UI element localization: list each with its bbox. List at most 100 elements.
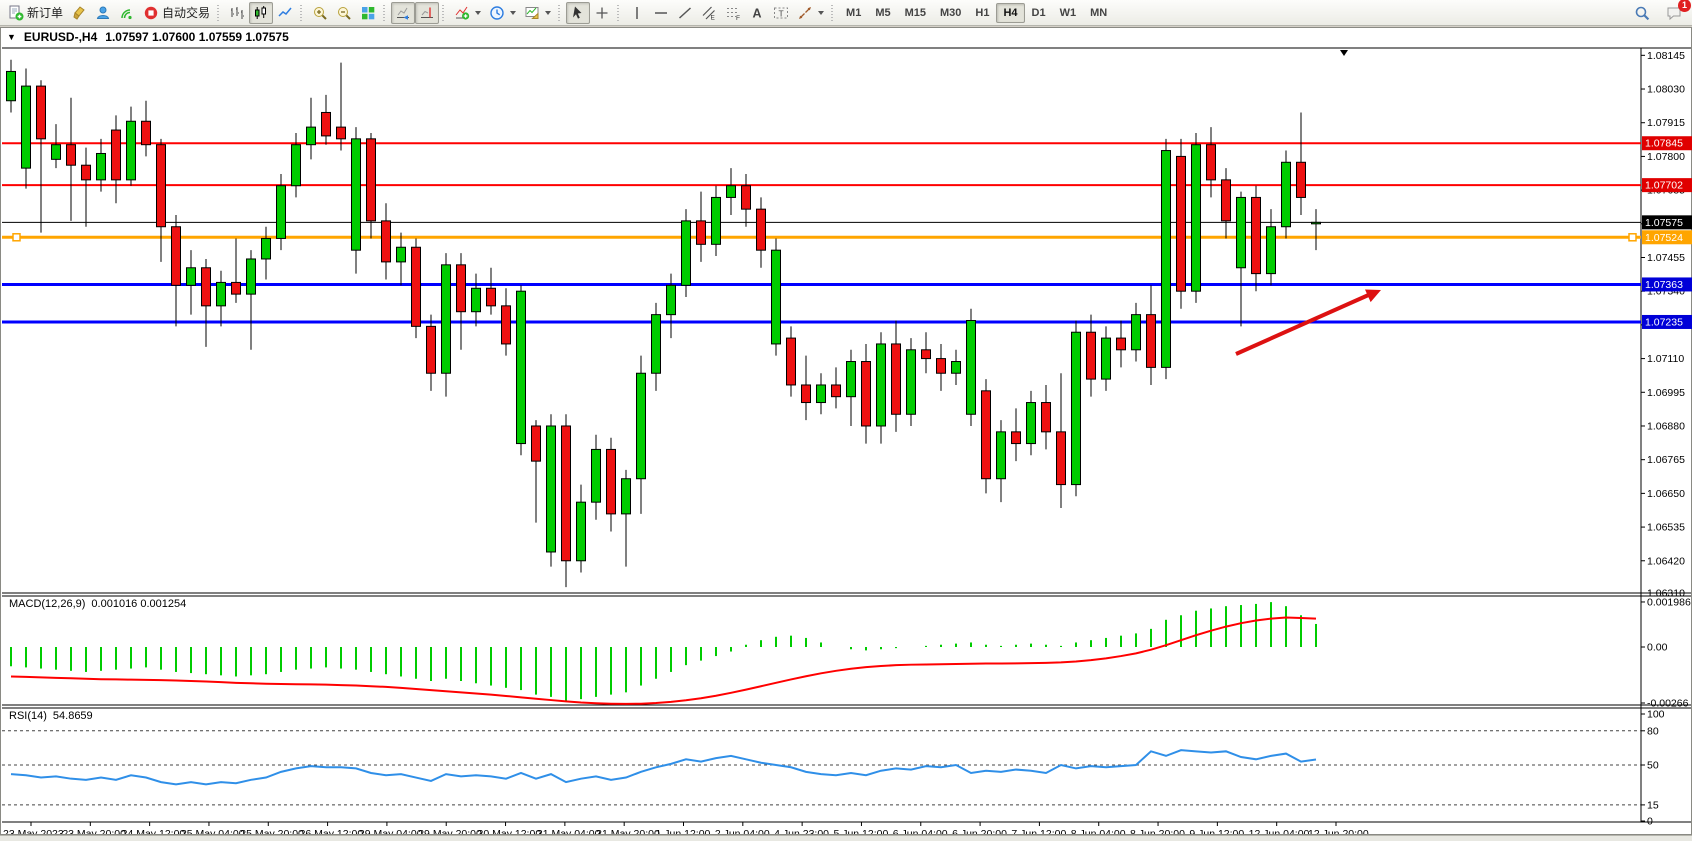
- candle-body: [1131, 314, 1141, 351]
- timeframe-d1-button[interactable]: D1: [1031, 6, 1046, 19]
- rsi-tick-label: 0: [1647, 816, 1653, 828]
- svg-text:T: T: [779, 8, 784, 18]
- tile-windows-button[interactable]: [356, 2, 380, 24]
- zoom-in-button[interactable]: [308, 2, 332, 24]
- candle-body: [681, 220, 691, 286]
- templates-button[interactable]: [520, 2, 555, 24]
- arrow-annotation-head[interactable]: [1365, 289, 1381, 303]
- rsi-value: 54.8659: [52, 710, 93, 722]
- price-badge-label: 1.07845: [1645, 138, 1683, 150]
- candle-body: [141, 120, 151, 146]
- time-axis-label: 12 Jun 04:00: [1249, 828, 1310, 834]
- horizontal-line-button[interactable]: [649, 2, 673, 24]
- line-chart-icon: [277, 5, 293, 21]
- vertical-line-button[interactable]: [625, 2, 649, 24]
- arrows-button-caret-icon[interactable]: [818, 10, 825, 15]
- candle-body: [501, 305, 511, 345]
- trendline-button[interactable]: [673, 2, 697, 24]
- text-label-icon: T: [773, 5, 789, 21]
- candle-body: [441, 264, 451, 374]
- timeframe-m30-button[interactable]: M30: [940, 6, 962, 19]
- macd-indicator-label: MACD(12,26,9) 0.001016 0.001254: [9, 598, 186, 610]
- chart-title: ▼ EURUSD-,H4 1.07597 1.07600 1.07559 1.0…: [7, 30, 289, 44]
- candle-body: [1041, 402, 1051, 433]
- hline-handle[interactable]: [12, 233, 21, 242]
- chart-shift-button[interactable]: [415, 1, 440, 24]
- candle-body: [1281, 161, 1291, 228]
- toolbar-grip[interactable]: [300, 4, 306, 21]
- vertical-line-icon: [629, 5, 645, 21]
- periods-button-caret-icon[interactable]: [510, 10, 517, 15]
- crosshair-button[interactable]: [590, 2, 614, 24]
- line-chart-button[interactable]: [273, 2, 297, 24]
- arrow-annotation[interactable]: [1235, 291, 1374, 356]
- timeframe-w1-button[interactable]: W1: [1059, 6, 1077, 19]
- candle-chart-button[interactable]: [249, 1, 274, 24]
- equidistant-channel-icon: E: [701, 5, 717, 21]
- notifications-button[interactable]: 1: [1662, 0, 1691, 24]
- text-label-button[interactable]: T: [769, 2, 793, 24]
- toolbar-grip[interactable]: [383, 4, 389, 21]
- zoom-out-button[interactable]: [332, 2, 356, 24]
- candle-body: [786, 337, 796, 386]
- toolbar-grip[interactable]: [442, 4, 448, 21]
- timeframe-h1-button[interactable]: H1: [975, 6, 990, 19]
- chart-symbol-period: EURUSD-,H4: [23, 30, 98, 44]
- toolbar-grip[interactable]: [558, 4, 564, 21]
- chart-dropdown-arrow-icon[interactable]: ▼: [7, 32, 16, 42]
- bar-chart-icon: [229, 5, 245, 21]
- templates-button-caret-icon[interactable]: [545, 10, 552, 15]
- chart-ohlc-values: 1.07597 1.07600 1.07559 1.07575: [105, 30, 289, 44]
- time-axis-label: 6 Jun 20:00: [952, 828, 1007, 834]
- hline-handle[interactable]: [1628, 233, 1637, 242]
- fibonacci-button[interactable]: F: [721, 2, 745, 24]
- price-tick-label: 1.08030: [1647, 84, 1685, 96]
- signals-button[interactable]: [115, 2, 139, 24]
- time-axis-label: 6 Jun 04:00: [893, 828, 948, 834]
- candle-body: [666, 284, 676, 316]
- candle-body: [906, 349, 916, 415]
- timeframe-h4-button[interactable]: H4: [996, 2, 1025, 23]
- time-axis-label: 2 Jun 04:00: [715, 828, 770, 834]
- community-button[interactable]: [91, 2, 115, 24]
- candle-chart-icon: [253, 5, 269, 21]
- indicators-button-caret-icon[interactable]: [475, 10, 482, 15]
- price-badge: [1642, 215, 1692, 230]
- toolbar-grip[interactable]: [217, 4, 223, 21]
- bar-chart-button[interactable]: [225, 2, 249, 24]
- price-tick-label: 1.06420: [1647, 555, 1685, 567]
- macd-label: MACD(12,26,9): [9, 598, 86, 610]
- cursor-button[interactable]: [566, 1, 591, 24]
- autotrade-button[interactable]: 自动交易: [139, 2, 214, 24]
- notification-badge: 1: [1678, 0, 1691, 12]
- time-axis-label: 25 May 04:00: [181, 828, 245, 834]
- candle-body: [936, 358, 946, 374]
- price-tick-label: 1.07455: [1647, 252, 1685, 264]
- chart-canvas[interactable]: 1.081451.080301.079151.078001.076851.075…: [1, 28, 1692, 834]
- equidistant-channel-button[interactable]: E: [697, 2, 721, 24]
- periods-button[interactable]: [485, 2, 520, 24]
- text-button[interactable]: A: [745, 2, 769, 24]
- arrows-button[interactable]: [793, 2, 828, 24]
- chart-shift-marker-icon[interactable]: [1340, 50, 1348, 56]
- time-axis-label: 12 Jun 20:00: [1308, 828, 1369, 834]
- timeframe-m1-button[interactable]: M1: [846, 6, 862, 19]
- candle-body: [201, 267, 211, 307]
- text-icon: A: [749, 5, 765, 21]
- time-axis-label: 29 May 20:00: [418, 828, 482, 834]
- styler-button[interactable]: [67, 2, 91, 24]
- auto-scroll-button[interactable]: [391, 1, 416, 24]
- toolbar-grip[interactable]: [831, 4, 837, 21]
- candle-body: [546, 425, 556, 553]
- timeframe-m15-button[interactable]: M15: [904, 6, 926, 19]
- trendline-icon: [677, 5, 693, 21]
- timeframe-m5-button[interactable]: M5: [875, 6, 891, 19]
- timeframe-mn-button[interactable]: MN: [1090, 6, 1108, 19]
- search-button[interactable]: [1630, 2, 1654, 24]
- toolbar-grip[interactable]: [617, 4, 623, 21]
- indicators-button[interactable]: [450, 2, 485, 24]
- new-order-button[interactable]: 新订单: [4, 2, 67, 24]
- new-order-icon: [8, 5, 24, 21]
- price-badge-label: 1.07524: [1645, 232, 1683, 244]
- candle-body: [996, 431, 1006, 480]
